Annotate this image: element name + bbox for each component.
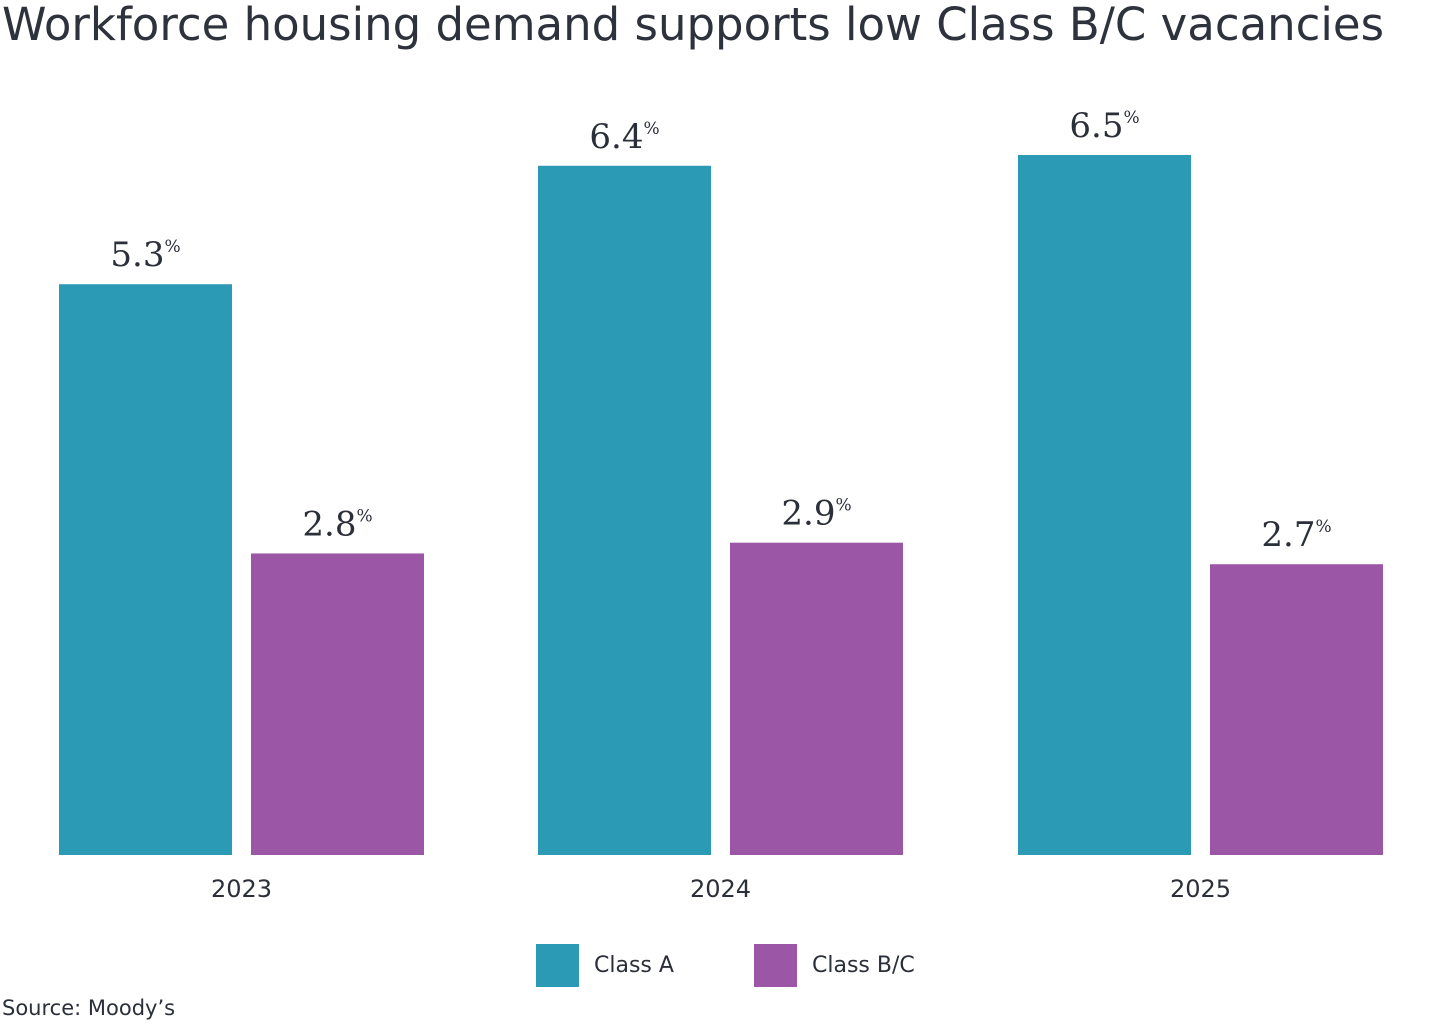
data-label-class-bc-2025: 2.7% (1261, 515, 1331, 555)
legend-swatch-class-bc (754, 944, 797, 987)
bar-class-a-2025 (1018, 155, 1191, 855)
legend-swatch-class-a (536, 944, 579, 987)
legend-label-class-bc: Class B/C (812, 953, 915, 978)
bar-class-bc-2024 (730, 542, 903, 855)
chart-title: Workforce housing demand supports low Cl… (2, 0, 1385, 51)
bar-class-bc-2023 (251, 553, 424, 855)
legend-label-class-a: Class A (594, 953, 674, 978)
x-tick-label-2023: 2023 (211, 875, 272, 903)
data-label-class-bc-2024: 2.9% (781, 494, 851, 534)
x-tick-label-2025: 2025 (1170, 875, 1231, 903)
legend-item-class-bc: Class B/C (754, 944, 932, 987)
data-label-class-bc-2023: 2.8% (302, 504, 372, 544)
legend: Class A Class B/C (536, 944, 972, 987)
source-note: Source: Moody’s (2, 996, 176, 1020)
data-label-class-a-2025: 6.5% (1069, 106, 1139, 146)
bar-class-a-2023 (59, 284, 232, 855)
data-label-class-a-2023: 5.3% (110, 235, 180, 275)
bar-class-bc-2025 (1210, 564, 1383, 855)
data-label-class-a-2024: 6.4% (589, 117, 659, 157)
legend-item-class-a: Class A (536, 944, 714, 987)
x-tick-label-2024: 2024 (690, 875, 751, 903)
bar-class-a-2024 (538, 165, 711, 855)
